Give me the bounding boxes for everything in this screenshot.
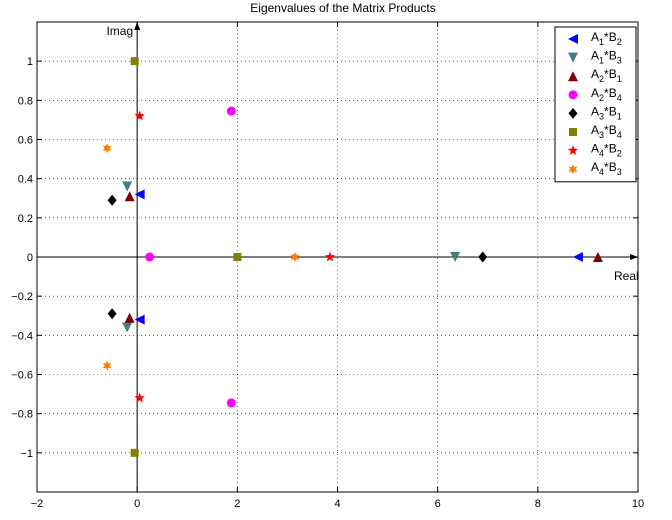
data-point [122,322,133,333]
y-tick-label: 0.8 [18,95,33,107]
data-point [107,194,117,206]
legend-marker [568,71,578,82]
data-points [102,57,603,457]
x-tick-label: 0 [134,498,140,510]
legend-marker [568,107,578,119]
x-tick-label: −2 [31,498,44,510]
series-a3-b1 [107,194,488,320]
x-tick-label: 2 [234,498,240,510]
x-tick-label: 8 [535,498,541,510]
legend-marker [569,128,577,136]
data-point [592,252,603,262]
legend-label: A1*B2 [591,30,622,47]
y-tick-label: 0 [27,252,33,264]
data-point [450,252,461,262]
axes-origin-lines [37,22,638,492]
data-point [290,252,300,262]
series-a1-b3 [122,181,461,333]
data-point [107,308,117,320]
y-tick-label: 0.4 [18,174,33,186]
data-point [233,253,242,261]
legend-label: A1*B3 [591,49,622,66]
data-point [226,398,236,408]
legend-label: A4*B2 [591,142,622,159]
legend-marker [568,34,578,44]
y-axis-label: Imag [106,24,133,38]
data-point [130,448,139,457]
chart-title: Eigenvalues of the Matrix Products [250,1,435,15]
data-point [572,252,583,262]
legend-label: A3*B4 [591,123,622,140]
data-point [145,252,155,262]
y-tick-label: −0.2 [11,291,33,303]
data-point [124,191,135,202]
y-tick-label: −0.8 [11,409,33,421]
data-point [134,110,145,121]
data-point [124,312,135,323]
legend-label: A2*B1 [591,67,622,84]
series-a1-b2 [134,189,583,325]
data-point [478,251,488,263]
data-point [102,360,112,371]
x-tick-label: 10 [632,498,644,510]
data-point [134,314,145,325]
legend-marker [568,52,578,63]
y-tick-label: −0.6 [11,370,33,382]
series-a4-b3 [102,143,300,371]
axis-ticks: −2 0 2 4 6 8 10 −1 −0.8 −0.6 −0.4 −0.2 0 0.2 0.4 0.6 0.8… [11,22,644,510]
y-tick-label: 1 [27,56,33,68]
data-point [122,181,133,192]
data-point [226,106,236,116]
legend-label: A2*B4 [591,86,622,103]
series-a3-b4 [130,57,242,457]
imag-axis-arrow [134,22,141,30]
data-point [134,189,145,200]
x-tick-label: 6 [435,498,441,510]
y-tick-label: 0.2 [18,213,33,225]
legend-label: A3*B1 [591,104,622,121]
data-point [130,57,139,66]
data-point [134,392,145,403]
series-a4-b2 [134,110,336,403]
series-a2-b1 [124,191,603,323]
series-a2-b4 [145,106,236,408]
data-point [324,251,336,262]
real-axis-arrow [630,254,638,260]
y-tick-label: −0.4 [11,330,33,342]
legend-label: A4*B3 [591,160,622,177]
legend-marker [567,145,579,156]
data-point [102,143,112,154]
x-tick-label: 4 [334,498,340,510]
legend-marker [568,164,578,175]
x-axis-label: Real [614,269,639,283]
y-tick-label: 0.6 [18,135,33,147]
legend-marker [568,90,578,100]
y-tick-label: −1 [20,448,33,460]
